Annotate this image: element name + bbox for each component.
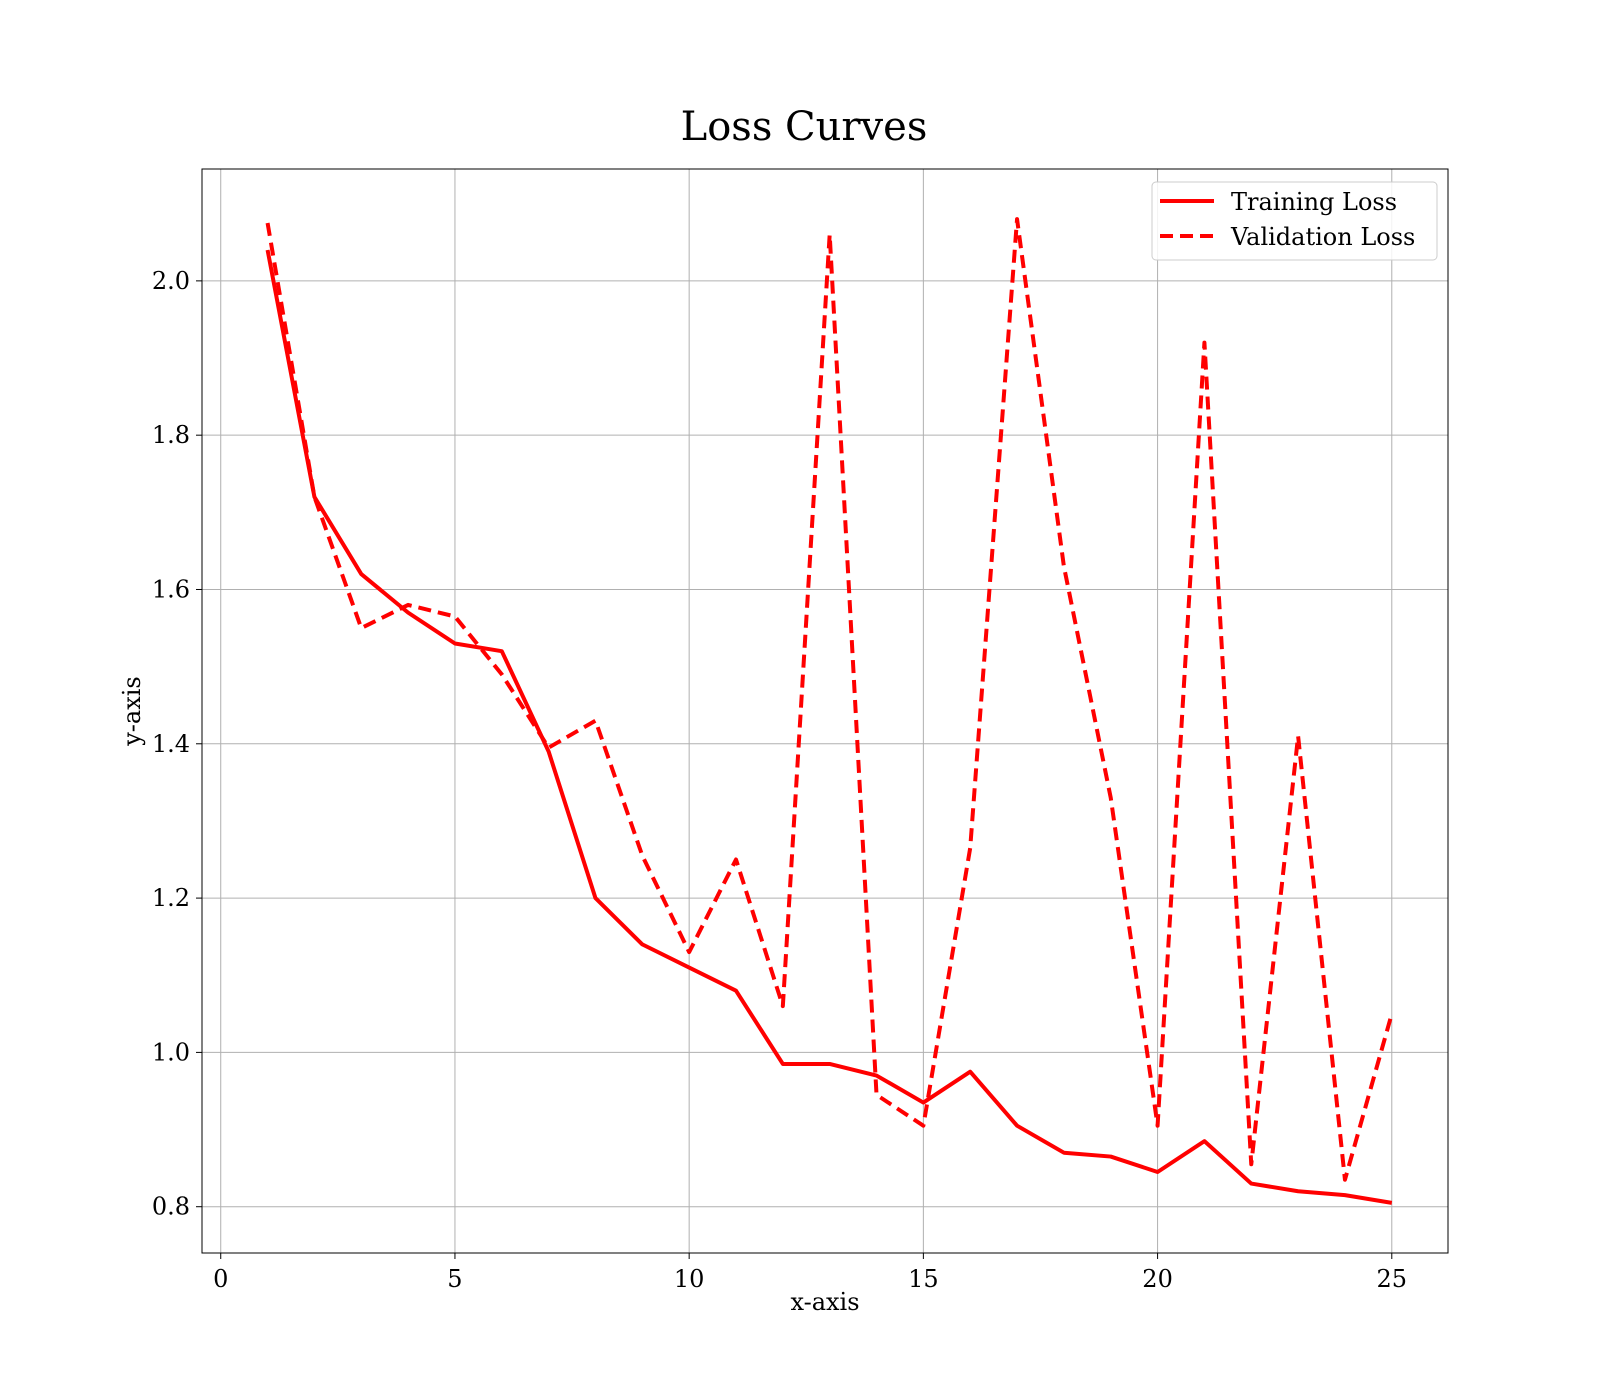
grid-layer — [202, 169, 1448, 1253]
x-tick-label: 10 — [674, 1265, 705, 1293]
x-axis-label: x-axis — [790, 1288, 859, 1316]
x-tick-label: 15 — [908, 1265, 939, 1293]
y-tick-label: 1.2 — [152, 884, 190, 912]
series-layer — [265, 217, 1394, 1205]
y-axis-label: y-axis — [118, 676, 146, 747]
x-tick-label: 5 — [447, 1265, 462, 1293]
legend-box — [1151, 181, 1438, 261]
y-tick-label: 1.0 — [152, 1038, 190, 1066]
legend: Training Loss Validation Loss — [1151, 181, 1438, 261]
x-tick-label: 20 — [1142, 1265, 1173, 1293]
plot-frame — [201, 168, 1449, 1254]
y-tick-label: 2.0 — [152, 267, 190, 295]
y-tick-label: 1.6 — [152, 575, 190, 603]
tick-layer: 0 5 10 15 20 25 0.8 1.0 1.2 1.4 1.6 1.8 2.0 — [152, 267, 1407, 1293]
chart-title: Loss Curves — [681, 104, 928, 150]
training-loss-line — [265, 249, 1393, 1205]
legend-label-validation: Validation Loss — [1230, 223, 1415, 251]
x-tick-label: 25 — [1377, 1265, 1408, 1293]
validation-loss-line — [265, 217, 1394, 1182]
y-tick-label: 0.8 — [152, 1193, 190, 1221]
y-tick-label: 1.8 — [152, 421, 190, 449]
x-tick-label: 0 — [213, 1265, 228, 1293]
y-tick-label: 1.4 — [152, 730, 190, 758]
legend-label-training: Training Loss — [1231, 188, 1397, 216]
